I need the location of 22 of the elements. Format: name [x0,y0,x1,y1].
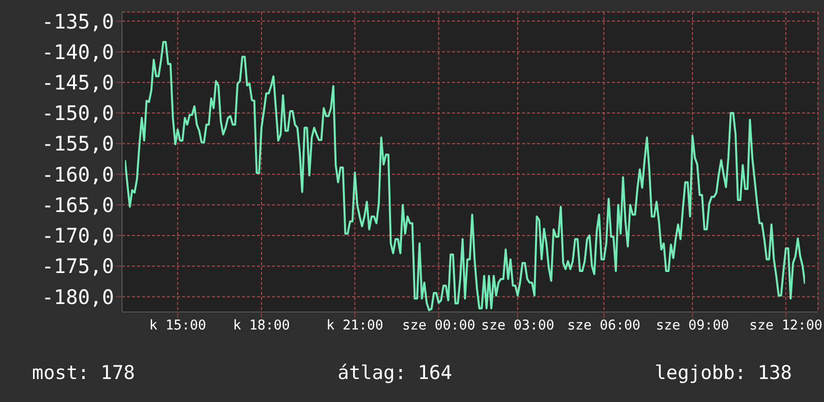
x-tick-label: sze 00:00 [402,318,476,334]
text: most: 178 [32,362,135,384]
y-tick-label: -160,0 [42,162,114,186]
x-tick-label: sze 06:00 [567,318,640,334]
text: legjobb: 138 [654,362,792,384]
y-tick-label: -135,0 [42,9,114,34]
text: átlag: 164 [338,362,452,384]
x-tick-label: k 21:00 [326,318,384,334]
y-tick-label: -175,0 [42,254,114,278]
x-tick-label: sze 03:00 [481,318,554,334]
x-tick-label: sze 09:00 [656,318,730,334]
y-tick-label: -170,0 [42,224,114,248]
y-tick-label: -145,0 [42,70,114,95]
x-tick-label: k 15:00 [149,318,206,334]
y-tick-label: -180,0 [42,284,114,309]
x-tick-label: k 18:00 [233,318,290,334]
y-tick-label: -155,0 [42,132,114,156]
y-tick-label: -140,0 [42,40,114,64]
line-series [125,41,805,312]
y-tick-label: -150,0 [42,101,114,126]
y-tick-label: -165,0 [42,192,114,217]
x-tick-label: sze 12:00 [749,318,822,334]
